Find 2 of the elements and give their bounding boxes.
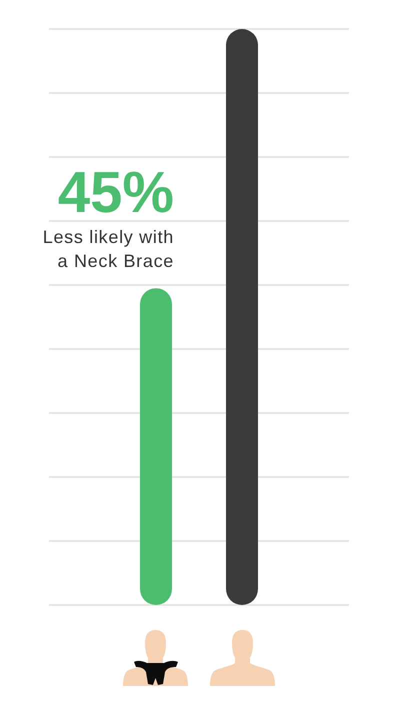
annotation: 45% (56, 160, 174, 225)
annotation: Less likely with a Neck Brace (42, 226, 174, 273)
